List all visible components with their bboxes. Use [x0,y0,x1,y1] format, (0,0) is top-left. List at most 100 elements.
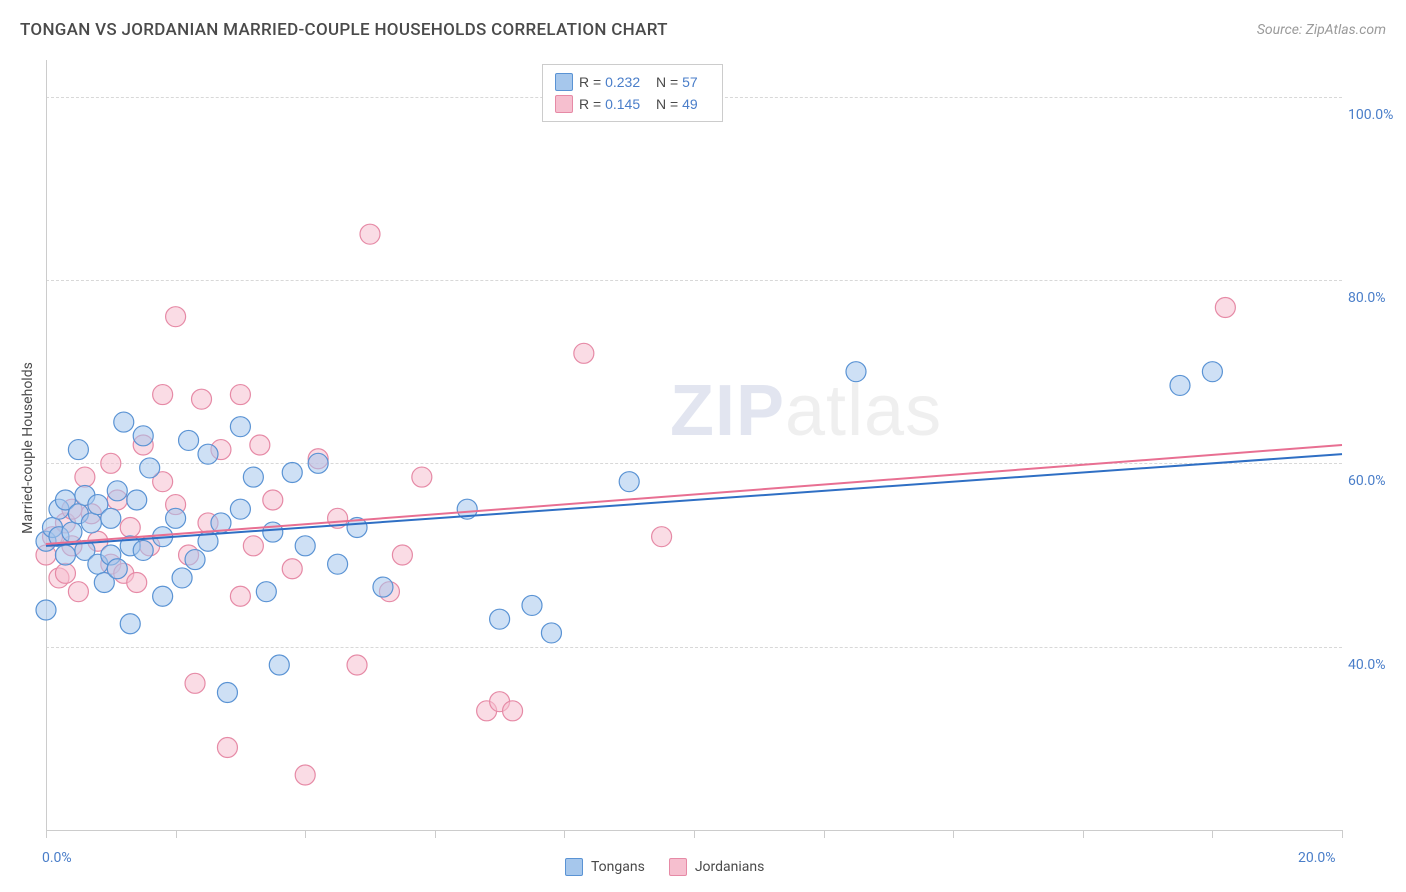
x-tick [435,830,436,838]
scatter-point [81,513,101,533]
scatter-point [166,508,186,528]
scatter-point [256,582,276,602]
scatter-point [282,559,302,579]
scatter-point [503,701,523,721]
scatter-point [522,595,542,615]
scatter-point [133,540,153,560]
scatter-point [295,765,315,785]
x-tick-label-max: 20.0% [1298,850,1336,866]
scatter-point [185,550,205,570]
scatter-point [1170,375,1190,395]
scatter-point [62,522,82,542]
scatter-point [243,467,263,487]
scatter-point [269,655,289,675]
chart-container: TONGAN VS JORDANIAN MARRIED-COUPLE HOUSE… [0,0,1406,892]
scatter-point [846,362,866,382]
scatter-point [153,586,173,606]
x-tick [953,830,954,838]
scatter-point [185,673,205,693]
x-tick [46,830,47,838]
x-tick [564,830,565,838]
scatter-point [68,582,88,602]
scatter-point [250,435,270,455]
scatter-point [360,224,380,244]
scatter-point [101,508,121,528]
scatter-point [68,440,88,460]
scatter-point [574,343,594,363]
plot-area: 40.0%60.0%80.0%100.0%0.0%20.0% [46,60,1342,830]
scatter-point [373,577,393,597]
scatter-point [652,527,672,547]
stats-legend-row: R = 0.145 N = 49 [555,93,710,115]
scatter-point [114,412,134,432]
legend-swatch [565,858,583,876]
y-tick-label: 100.0% [1348,107,1393,123]
scatter-point [217,683,237,703]
scatter-point [133,426,153,446]
scatter-point [198,444,218,464]
x-tick [824,830,825,838]
y-tick-label: 40.0% [1348,657,1386,673]
scatter-point [217,738,237,758]
scatter-point [490,609,510,629]
x-tick [1083,830,1084,838]
y-tick-label: 60.0% [1348,473,1386,489]
scatter-point [412,467,432,487]
scatter-point [328,554,348,574]
legend-item: Tongans [565,858,645,876]
stats-legend-text: R = 0.232 N = 57 [579,74,710,90]
scatter-point [127,573,147,593]
scatter-point [153,385,173,405]
scatter-point [392,545,412,565]
scatter-point [120,614,140,634]
y-axis-label: Married-couple Households [20,348,36,548]
legend-swatch [555,95,573,113]
scatter-point [541,623,561,643]
scatter-point [282,463,302,483]
stats-legend: R = 0.232 N = 57 R = 0.145 N = 49 [542,64,723,122]
stats-legend-text: R = 0.145 N = 49 [579,96,710,112]
scatter-point [347,655,367,675]
scatter-point [295,536,315,556]
x-tick [305,830,306,838]
scatter-point [107,481,127,501]
scatter-point [127,490,147,510]
legend-item: Jordanians [669,858,765,876]
scatter-point [75,467,95,487]
trendline [46,445,1342,544]
scatter-point [230,499,250,519]
x-tick-label-min: 0.0% [42,850,72,866]
scatter-point [140,458,160,478]
x-tick [1212,830,1213,838]
x-tick [176,830,177,838]
scatter-point [36,600,56,620]
legend-label: Tongans [591,859,645,875]
legend-swatch [669,858,687,876]
scatter-point [120,518,140,538]
scatter-point [263,490,283,510]
scatter-point [230,385,250,405]
chart-title: TONGAN VS JORDANIAN MARRIED-COUPLE HOUSE… [20,20,668,40]
scatter-point [55,545,75,565]
chart-svg [46,60,1342,830]
scatter-point [101,453,121,473]
scatter-point [1215,298,1235,318]
x-tick [694,830,695,838]
scatter-point [230,417,250,437]
x-tick [1342,830,1343,838]
scatter-point [179,430,199,450]
y-tick-label: 80.0% [1348,290,1386,306]
scatter-point [243,536,263,556]
legend-label: Jordanians [695,859,765,875]
scatter-point [308,453,328,473]
scatter-point [230,586,250,606]
scatter-point [1202,362,1222,382]
scatter-point [192,389,212,409]
source-attribution: Source: ZipAtlas.com [1257,22,1386,38]
scatter-point [107,559,127,579]
series-legend: Tongans Jordanians [565,858,764,876]
stats-legend-row: R = 0.232 N = 57 [555,71,710,93]
legend-swatch [555,73,573,91]
scatter-point [172,568,192,588]
scatter-point [619,472,639,492]
